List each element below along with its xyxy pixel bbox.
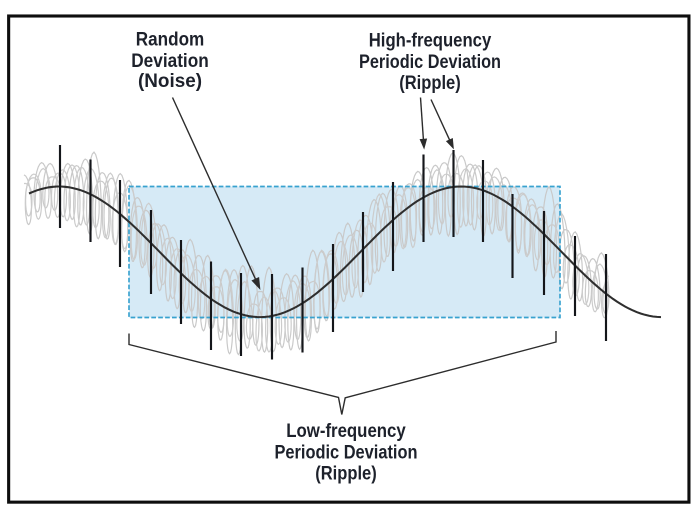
svg-text:Deviation: Deviation bbox=[131, 51, 209, 72]
svg-text:(Ripple): (Ripple) bbox=[399, 73, 461, 94]
svg-text:Random: Random bbox=[136, 30, 205, 51]
svg-text:High-frequency: High-frequency bbox=[369, 30, 492, 51]
svg-text:(Ripple): (Ripple) bbox=[315, 464, 377, 485]
svg-text:Low-frequency: Low-frequency bbox=[286, 421, 406, 442]
svg-text:(Noise): (Noise) bbox=[138, 71, 202, 92]
svg-text:Periodic Deviation: Periodic Deviation bbox=[275, 443, 418, 464]
svg-text:Periodic Deviation: Periodic Deviation bbox=[359, 52, 501, 73]
